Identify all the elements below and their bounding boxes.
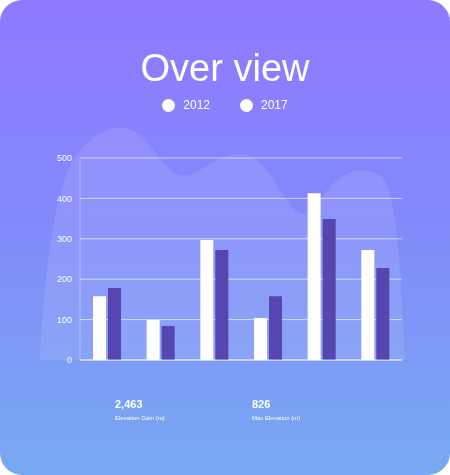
svg-text:0: 0 [67,355,72,365]
svg-text:300: 300 [57,234,72,244]
html-text:2012: 2012 [183,98,210,112]
html-text:Over view: Over view [140,47,310,89]
html-text:Elevation Gain (m): Elevation Gain (m) [115,415,165,421]
html-text:2,463: 2,463 [115,398,143,410]
svg-text:500: 500 [57,153,72,163]
html-text:2017: 2017 [261,98,288,112]
html-text:826: 826 [252,398,271,410]
svg-text:100: 100 [57,315,72,325]
svg-text:400: 400 [57,194,72,204]
html-text:Max Elevation (m): Max Elevation (m) [252,415,301,421]
svg-text:200: 200 [57,274,72,284]
